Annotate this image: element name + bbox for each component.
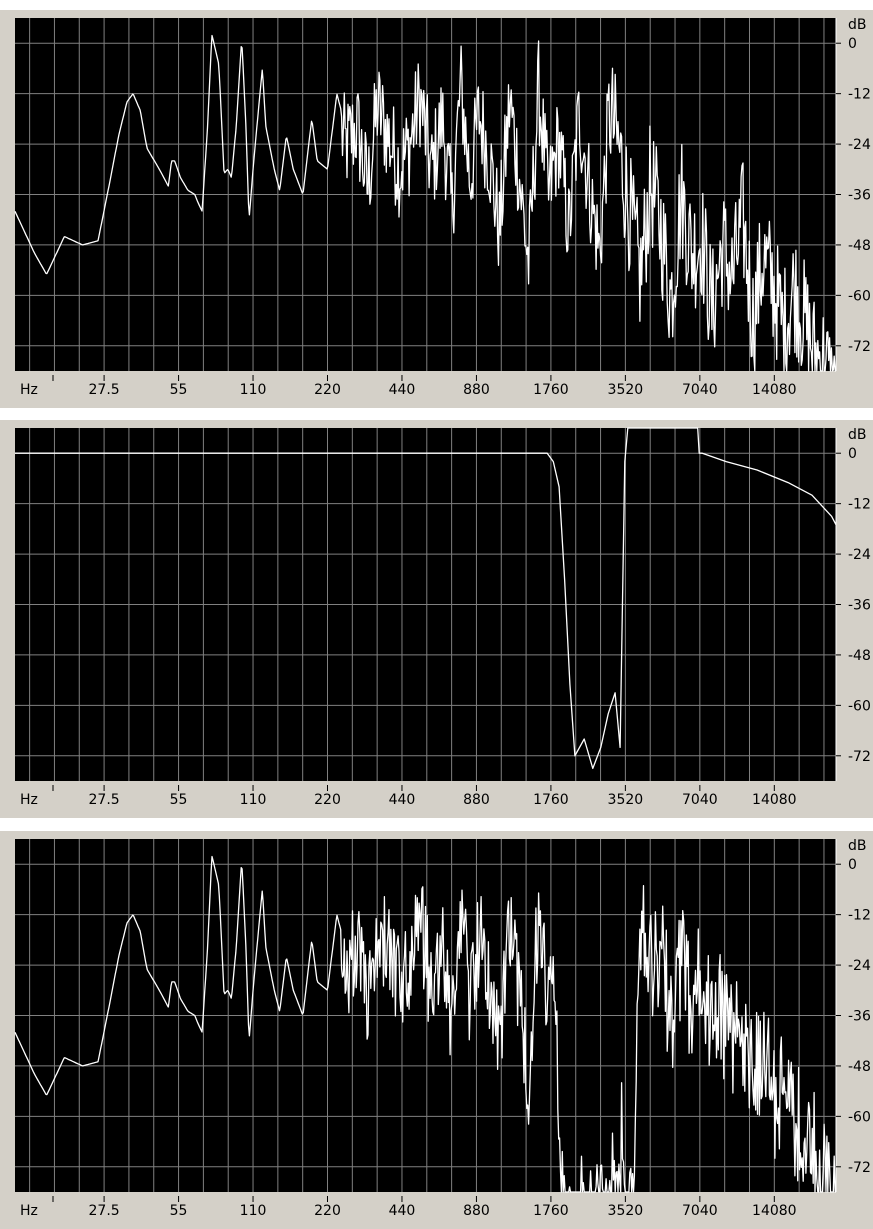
- x-tick-label: 55: [170, 382, 188, 398]
- y-tick-label: 0: [848, 36, 857, 52]
- y-tick-label: -24: [848, 547, 871, 563]
- spectrum-chart-filter-response: Hz 27.5 55 110 220 440 880 1760 3520 7040 14080 dB 0…: [0, 420, 873, 818]
- y-tick-label: -72: [848, 339, 871, 355]
- x-tick-label: 880: [463, 792, 490, 808]
- x-tick-label: 7040: [682, 792, 718, 808]
- y-axis: dB 0 -12 -24 -36 -48 -60 -72: [836, 427, 871, 765]
- x-tick-label: 55: [170, 792, 188, 808]
- x-tick-label: 7040: [682, 1203, 718, 1219]
- x-tick-label: 1760: [533, 792, 569, 808]
- y-tick-label: 0: [848, 857, 857, 873]
- y-tick-label: -48: [848, 238, 871, 254]
- x-tick-label: 1760: [533, 1203, 569, 1219]
- y-tick-label: -12: [848, 908, 871, 924]
- y-tick-label: -36: [848, 598, 871, 614]
- x-tick-label: 3520: [608, 1203, 644, 1219]
- y-tick-label: -48: [848, 648, 871, 664]
- x-tick-label: 220: [314, 792, 341, 808]
- y-tick-label: -60: [848, 698, 871, 714]
- y-tick-label: -24: [848, 958, 871, 974]
- y-axis: dB 0 -12 -24 -36 -48 -60 -72: [836, 838, 871, 1176]
- x-tick-label: 27.5: [89, 382, 120, 398]
- x-axis-title: Hz: [20, 382, 38, 398]
- x-tick-label: 440: [389, 792, 416, 808]
- x-tick-label: 27.5: [89, 1203, 120, 1219]
- x-tick-label: 1760: [533, 382, 569, 398]
- spectrum-trace-series-0: [15, 427, 837, 770]
- x-tick-label: 440: [389, 1203, 416, 1219]
- x-axis: Hz 27.5 55 110 220 440 880 1760 3520 7040 14080: [20, 1196, 797, 1219]
- spectrum-panel-original: Hz 27.5 55 110 220 440 880 1760 3520 7040 14080 dB 0…: [0, 10, 873, 408]
- y-tick-label: -72: [848, 749, 871, 765]
- y-tick-label: -48: [848, 1059, 871, 1075]
- x-tick-label: 14080: [752, 1203, 797, 1219]
- x-tick-label: 220: [314, 1203, 341, 1219]
- y-axis: dB 0 -12 -24 -36 -48 -60 -72: [836, 17, 871, 355]
- x-axis: Hz 27.5 55 110 220 440 880 1760 3520 7040 14080: [20, 375, 797, 398]
- spectrum-chart-filtered: Hz 27.5 55 110 220 440 880 1760 3520 7040 14080 dB 0…: [0, 831, 873, 1229]
- grid: [15, 428, 836, 781]
- y-axis-title: dB: [848, 427, 867, 443]
- y-tick-label: -60: [848, 1109, 871, 1125]
- x-tick-label: 27.5: [89, 792, 120, 808]
- x-tick-label: 880: [463, 1203, 490, 1219]
- spectrum-panel-filter-response: Hz 27.5 55 110 220 440 880 1760 3520 7040 14080 dB 0…: [0, 420, 873, 818]
- x-tick-label: 14080: [752, 792, 797, 808]
- x-tick-label: 3520: [608, 382, 644, 398]
- y-tick-label: -60: [848, 288, 871, 304]
- x-tick-label: 110: [240, 792, 267, 808]
- spectrum-chart-original: Hz 27.5 55 110 220 440 880 1760 3520 7040 14080 dB 0…: [0, 10, 873, 408]
- y-tick-label: -72: [848, 1160, 871, 1176]
- x-tick-label: 110: [240, 1203, 267, 1219]
- x-tick-label: 880: [463, 382, 490, 398]
- spectrum-panel-filtered: Hz 27.5 55 110 220 440 880 1760 3520 7040 14080 dB 0…: [0, 831, 873, 1229]
- y-axis-title: dB: [848, 17, 867, 33]
- y-axis-title: dB: [848, 838, 867, 854]
- x-tick-label: 55: [170, 1203, 188, 1219]
- x-tick-label: 14080: [752, 382, 797, 398]
- x-tick-label: 3520: [608, 792, 644, 808]
- y-tick-label: -36: [848, 188, 871, 204]
- y-tick-label: 0: [848, 446, 857, 462]
- x-axis: Hz 27.5 55 110 220 440 880 1760 3520 7040 14080: [20, 785, 797, 808]
- y-tick-label: -12: [848, 497, 871, 513]
- x-tick-label: 7040: [682, 382, 718, 398]
- x-tick-label: 220: [314, 382, 341, 398]
- y-tick-label: -36: [848, 1009, 871, 1025]
- spectrum-trace-series-0: [14, 34, 836, 372]
- x-axis-title: Hz: [20, 792, 38, 808]
- y-tick-label: -12: [848, 87, 871, 103]
- x-tick-label: 110: [240, 382, 267, 398]
- y-tick-label: -24: [848, 137, 871, 153]
- x-tick-label: 440: [389, 382, 416, 398]
- x-axis-title: Hz: [20, 1203, 38, 1219]
- spectrum-trace-series-0: [14, 855, 836, 1193]
